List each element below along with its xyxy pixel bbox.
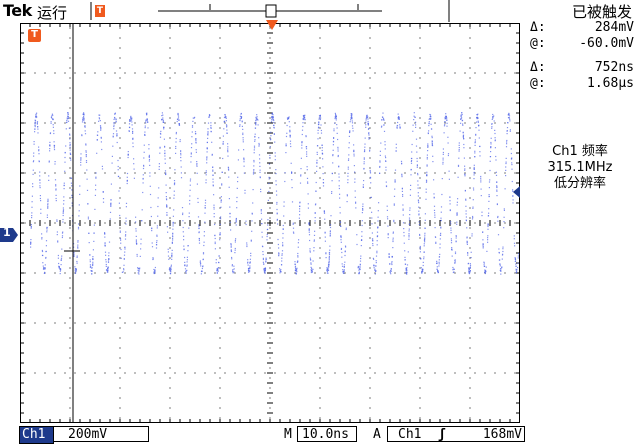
ch1-marker-label: 1 bbox=[3, 226, 11, 239]
timebase-bar bbox=[90, 2, 382, 20]
at-v-value: -60.0mV bbox=[579, 36, 634, 51]
timebase-value[interactable]: 10.0ns bbox=[297, 426, 357, 442]
trigger-T-icon: T bbox=[28, 29, 41, 42]
measurement-title: Ch1 频率 bbox=[552, 144, 608, 159]
delta-t-value: 752ns bbox=[594, 60, 634, 75]
top-status-bar: Tek 运行 T 已被触发 bbox=[0, 0, 638, 22]
trigger-position-icon: T bbox=[95, 5, 105, 17]
ch1-ground-marker[interactable]: 1 bbox=[0, 226, 18, 242]
delta-v-label: Δ: bbox=[530, 20, 546, 35]
timebase-label: M bbox=[284, 427, 292, 442]
trigger-level-arrow[interactable] bbox=[512, 186, 520, 198]
trigger-settings[interactable]: Ch1 ʃ 168mV bbox=[387, 426, 525, 442]
trigger-point-marker bbox=[266, 20, 278, 30]
trigger-status: 已被触发 bbox=[571, 3, 632, 21]
cursor-readouts: Δ: 284mV @: -60.0mV Δ: 752ns @: 1.68µs bbox=[530, 20, 638, 92]
trigger-source: Ch1 bbox=[398, 427, 422, 442]
delta-v-value: 284mV bbox=[594, 20, 634, 35]
graticule bbox=[20, 23, 520, 423]
trigger-level: 168mV bbox=[482, 427, 522, 442]
divider bbox=[448, 0, 450, 22]
measurement-note: 低分辨率 bbox=[553, 176, 606, 191]
ch1-waveform-trace bbox=[30, 112, 520, 275]
at-t-label: @: bbox=[530, 76, 546, 91]
trigger-mode: A bbox=[373, 427, 381, 442]
frequency-measurement: Ch1 频率 315.1MHz 低分辨率 bbox=[522, 144, 638, 192]
ch1-volts-div[interactable]: 200mV bbox=[53, 426, 149, 442]
delta-t-label: Δ: bbox=[530, 60, 546, 75]
at-t-value: 1.68µs bbox=[587, 76, 634, 91]
measurement-value: 315.1MHz bbox=[547, 160, 613, 175]
ch1-badge[interactable]: Ch1 bbox=[19, 426, 54, 444]
trigger-slope-icon: ʃ bbox=[438, 427, 446, 442]
run-status: 运行 bbox=[37, 4, 68, 22]
at-v-label: @: bbox=[530, 36, 546, 51]
waveform-display[interactable] bbox=[20, 23, 520, 423]
bottom-status-bar: Ch1 200mV M 10.0ns A Ch1 ʃ 168mV bbox=[0, 426, 638, 444]
brand-logo: Tek bbox=[3, 1, 32, 20]
